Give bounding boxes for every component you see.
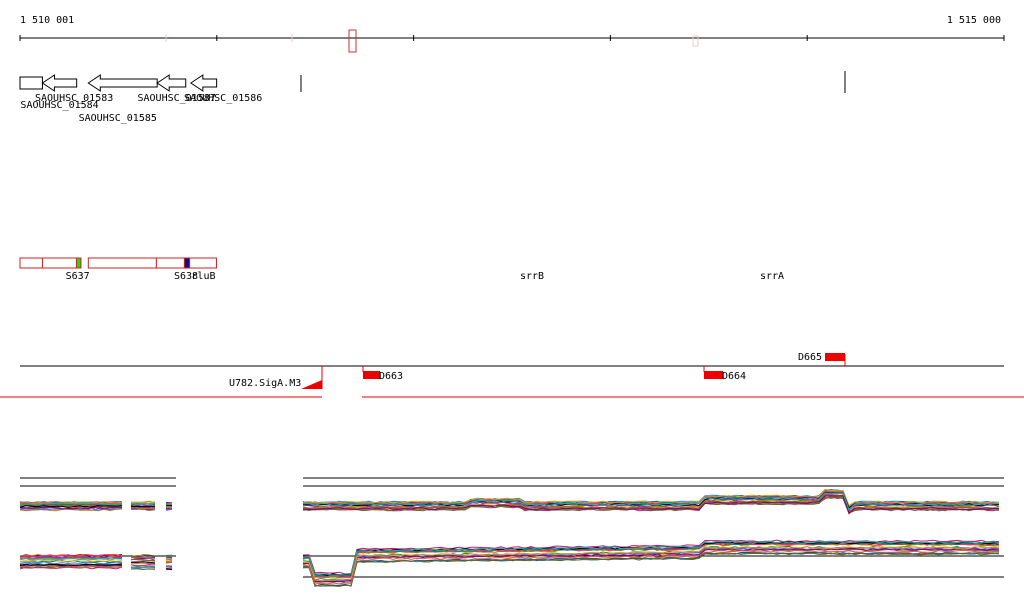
gene-arrow: [189, 74, 218, 92]
expression-trace: [165, 502, 173, 505]
expression-trace: [130, 502, 156, 505]
expression-trace: [19, 563, 123, 567]
expression-trace: [302, 492, 1000, 511]
feature-marker: [75, 257, 82, 269]
feature-marker: [183, 257, 191, 269]
terminator-label: U782.SigA.M3: [229, 378, 301, 389]
promoter-bar: [704, 371, 723, 379]
expression-trace: [130, 503, 156, 507]
expression-trace: [19, 505, 123, 509]
expression-profile-upper: [19, 477, 1004, 515]
gene-label: SAOUHSC_01586: [184, 93, 262, 104]
expression-trace: [165, 558, 173, 561]
expression-trace: [130, 507, 156, 511]
expression-trace: [302, 541, 1000, 577]
ruler-gap-box: [348, 29, 357, 53]
expression-trace: [20, 557, 123, 561]
expression-trace: [302, 490, 1000, 509]
terminator-triangle: [301, 380, 322, 389]
expression-trace: [165, 556, 173, 559]
ruler-start-label: 1 510 001: [20, 15, 74, 26]
expression-trace: [130, 556, 156, 559]
promoter-bar: [363, 371, 380, 379]
gene-label: SAOUHSC_01583: [35, 93, 113, 104]
feature-label: rluB: [191, 271, 215, 282]
expression-trace: [19, 565, 123, 569]
marker-label: S638: [174, 271, 198, 282]
gene-arrow: [19, 76, 43, 90]
expression-trace: [20, 500, 123, 504]
promoter-label-d664: D664: [722, 371, 746, 382]
expression-trace: [302, 495, 1000, 515]
feature-label: srrA: [760, 271, 784, 282]
expression-trace: [19, 502, 123, 506]
expression-trace: [165, 561, 173, 564]
expression-trace: [130, 501, 156, 504]
ruler-end-label: 1 515 000: [947, 15, 1001, 26]
expression-trace: [165, 568, 173, 571]
expression-trace: [302, 549, 999, 585]
expression-trace: [19, 554, 123, 558]
expression-trace: [302, 551, 1000, 587]
marker-label: S637: [66, 271, 90, 282]
gene-label: SAOUHSC_01585: [79, 113, 157, 124]
expression-trace: [165, 555, 173, 557]
expression-trace: [130, 566, 156, 569]
gene-label: SAOUHSC_01584: [20, 100, 98, 111]
expression-trace: [165, 565, 173, 568]
expression-trace: [165, 503, 173, 506]
expression-trace: [19, 566, 123, 570]
expression-profile-lower: [19, 539, 1004, 587]
feature-segment: [19, 257, 43, 269]
coordinate-ruler: 1 510 001 1 515 000: [19, 15, 1005, 53]
promoter-track: D665 D663 D664 U782.SigA.M3: [0, 352, 1024, 398]
expression-trace: [20, 506, 122, 510]
promoter-label-d665: D665: [798, 352, 822, 363]
ruler-ticks: [19, 35, 1005, 41]
expression-trace: [302, 546, 1000, 582]
feature-segment: [87, 257, 157, 269]
promoter-bar: [825, 353, 845, 361]
expression-trace: [165, 567, 173, 569]
expression-trace: [130, 568, 156, 570]
gene-arrow: [41, 74, 78, 92]
expression-trace: [130, 561, 156, 564]
gene-label: SAOUHSC_01587: [138, 93, 216, 104]
expression-trace: [130, 564, 156, 567]
gene-arrow: [87, 74, 158, 92]
expression-trace: [130, 555, 156, 558]
gene-arrow: [156, 74, 187, 92]
promoter-label-d663: D663: [379, 371, 403, 382]
feature-label: srrB: [520, 271, 544, 282]
expression-trace: [130, 558, 155, 561]
feature-segment: [41, 257, 82, 269]
expression-trace: [302, 551, 1000, 587]
expression-trace: [130, 505, 156, 508]
ruler-highlight-marks: [165, 29, 699, 53]
expression-trace: [302, 552, 1000, 587]
ruler-gap-box: [692, 35, 699, 47]
expression-trace: [302, 540, 1000, 576]
expression-trace: [19, 561, 123, 565]
expression-trace: [19, 559, 123, 563]
